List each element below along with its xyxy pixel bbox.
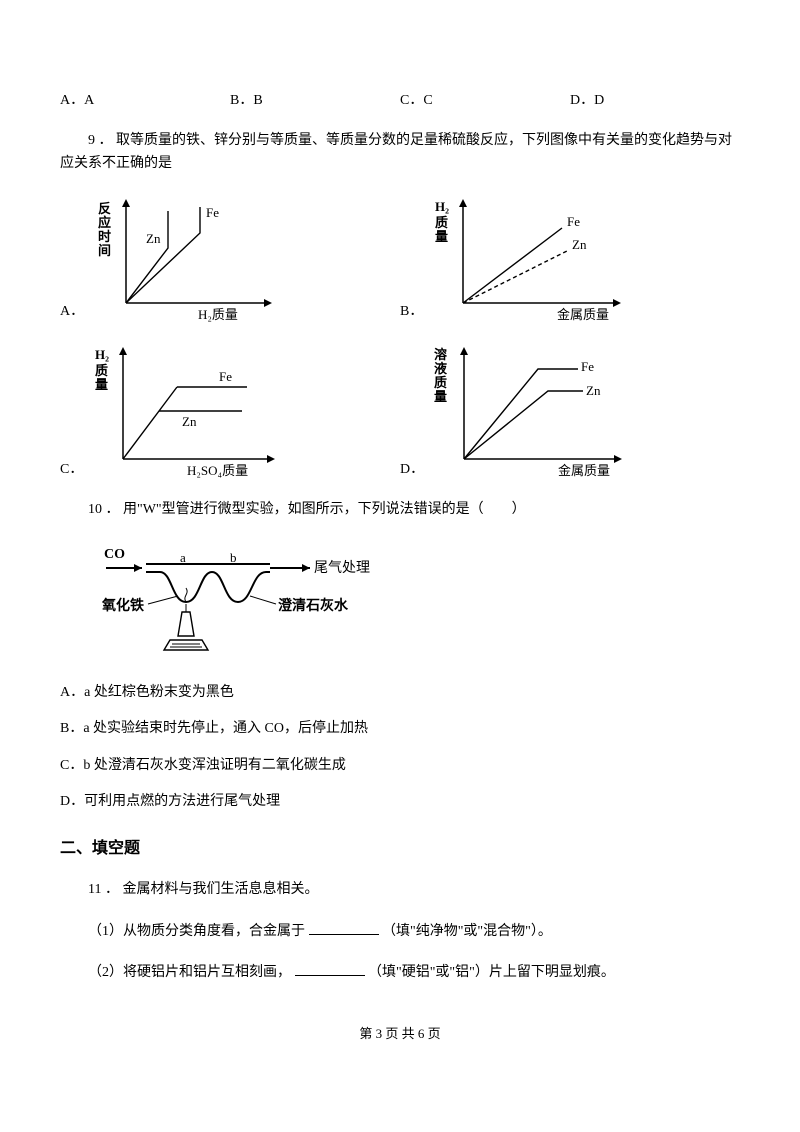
- diagram-co: CO: [104, 547, 125, 562]
- q8-option-a: A．A: [60, 90, 230, 112]
- q11-p2-blank[interactable]: [295, 961, 365, 976]
- q10-stem: 10 ． 用"W"型管进行微型实验，如图所示，下列说法错误的是（ ）: [60, 499, 740, 521]
- q10-text: 用"W"型管进行微型实验，如图所示，下列说法错误的是（ ）: [123, 502, 526, 517]
- q9-chart-a: 反应时间 Zn Fe H₂质量: [88, 193, 288, 323]
- chart-c-zn: Zn: [182, 414, 197, 429]
- chart-a-fe: Fe: [206, 205, 219, 220]
- q8-options: A．A B．B C．C D．D: [60, 90, 740, 112]
- q10-option-a: A．a 处红棕色粉末变为黑色: [60, 682, 740, 704]
- chart-c-ylabel: H₂质量: [95, 347, 109, 392]
- q11-p2-post: （填"硬铝"或"铝"）片上留下明显划痕。: [368, 965, 615, 980]
- diagram-tail: 尾气处理: [314, 560, 370, 576]
- q9-text: 取等质量的铁、锌分别与等质量、等质量分数的足量稀硫酸反应，下列图像中有关量的变化…: [60, 133, 732, 170]
- q11-part2: （2）将硬铝片和铝片互相刻画， （填"硬铝"或"铝"）片上留下明显划痕。: [60, 961, 740, 984]
- q9-chart-d-cell: D． 溶液质量 Fe Zn 金属质量: [400, 341, 740, 481]
- q9-chart-b-label: B．: [400, 301, 423, 323]
- q10-number: 10 ．: [88, 502, 120, 517]
- chart-b-zn: Zn: [572, 237, 587, 252]
- diagram-right-label: 澄清石灰水: [278, 597, 349, 614]
- page-footer: 第 3 页 共 6 页: [60, 1024, 740, 1045]
- chart-c-xlabel: H₂SO₄质量: [187, 463, 248, 478]
- q10-option-b: B．a 处实验结束时先停止，通入 CO，后停止加热: [60, 718, 740, 740]
- q11-stem: 11 ． 金属材料与我们生活息息相关。: [60, 879, 740, 901]
- q9-chart-c: H₂质量 Fe Zn H₂SO₄质量: [87, 341, 287, 481]
- diagram-b: b: [230, 550, 237, 565]
- section-2-title: 二、填空题: [60, 836, 740, 862]
- q10-diagram: CO a b 尾气处理 氧化铁 澄清石灰水: [100, 540, 740, 668]
- chart-a-ylabel: 反应时间: [98, 201, 111, 258]
- q9-chart-c-label: C．: [60, 459, 83, 481]
- q9-chart-row-2: C． H₂质量 Fe Zn H₂SO₄质量 D: [60, 341, 740, 481]
- q10-option-c: C．b 处澄清石灰水变浑浊证明有二氧化碳生成: [60, 755, 740, 777]
- q9-stem: 9 ． 取等质量的铁、锌分别与等质量、等质量分数的足量稀硫酸反应，下列图像中有关…: [60, 130, 740, 175]
- diagram-a: a: [180, 550, 186, 565]
- q11-part1: （1）从物质分类角度看，合金属于 （填"纯净物"或"混合物"）。: [60, 920, 740, 943]
- chart-d-ylabel: 溶液质量: [434, 347, 447, 404]
- chart-d-xlabel: 金属质量: [558, 463, 610, 478]
- q11-number: 11 ．: [88, 882, 119, 897]
- q11-p1-blank[interactable]: [309, 920, 379, 935]
- q9-chart-d-label: D．: [400, 459, 424, 481]
- q9-chart-row-1: A． 反应时间 Zn Fe H₂质量: [60, 193, 740, 323]
- diagram-left-label: 氧化铁: [101, 597, 144, 614]
- q11-p1-pre: （1）从物质分类角度看，合金属于: [88, 924, 305, 939]
- q9-chart-a-label: A．: [60, 301, 84, 323]
- w-tube-diagram: CO a b 尾气处理 氧化铁 澄清石灰水: [100, 540, 400, 660]
- q9-chart-c-cell: C． H₂质量 Fe Zn H₂SO₄质量: [60, 341, 400, 481]
- chart-d-zn: Zn: [586, 383, 601, 398]
- q9-chart-b: H₂质量 Fe Zn 金属质量: [427, 193, 637, 323]
- q11-p1-post: （填"纯净物"或"混合物"）。: [382, 924, 552, 939]
- chart-a-zn: Zn: [146, 231, 161, 246]
- q11-text: 金属材料与我们生活息息相关。: [122, 882, 318, 897]
- chart-b-xlabel: 金属质量: [557, 307, 609, 322]
- q10-option-d: D．可利用点燃的方法进行尾气处理: [60, 791, 740, 813]
- chart-b-fe: Fe: [567, 214, 580, 229]
- q8-option-c: C．C: [400, 90, 570, 112]
- q9-number: 9 ．: [88, 133, 113, 148]
- q9-chart-d: 溶液质量 Fe Zn 金属质量: [428, 341, 638, 481]
- q11-p2-pre: （2）将硬铝片和铝片互相刻画，: [88, 965, 291, 980]
- q8-option-b: B．B: [230, 90, 400, 112]
- chart-b-ylabel: H₂质量: [435, 199, 449, 244]
- chart-c-fe: Fe: [219, 369, 232, 384]
- q9-chart-b-cell: B． H₂质量 Fe Zn 金属质量: [400, 193, 740, 323]
- q9-chart-a-cell: A． 反应时间 Zn Fe H₂质量: [60, 193, 400, 323]
- q8-option-d: D．D: [570, 90, 740, 112]
- chart-d-fe: Fe: [581, 359, 594, 374]
- chart-a-xlabel: H₂质量: [198, 307, 238, 322]
